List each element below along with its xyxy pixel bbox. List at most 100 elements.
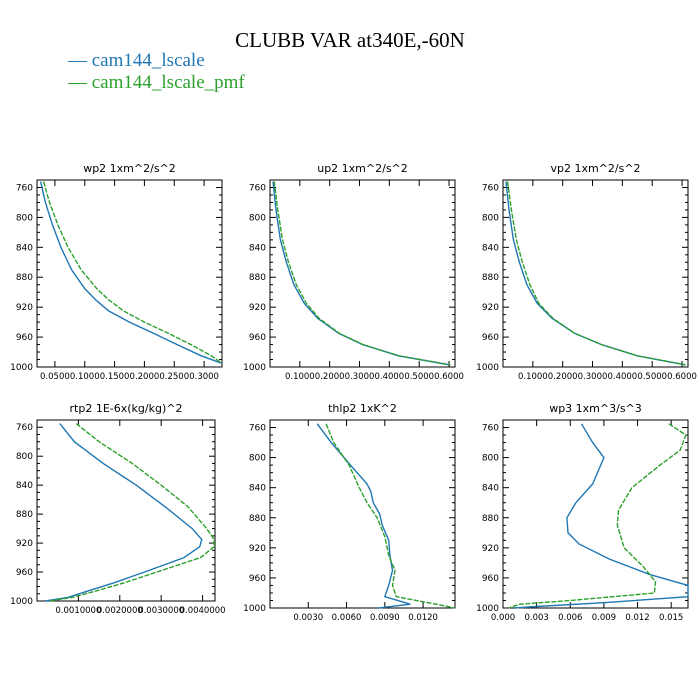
x-tick-label: 0.0030000 <box>138 606 184 616</box>
chart-panel-4: rtp2 1E-6x(kg/kg)^2 760 800 840 880 920 960 100… <box>10 402 225 616</box>
x-tick-label: 0.015 <box>659 613 683 623</box>
legend-label: cam144_lscale_pmf <box>91 72 245 93</box>
y-tick-label: 960 <box>16 568 33 578</box>
y-tick-label: 760 <box>249 424 266 434</box>
y-tick-label: 760 <box>482 424 499 434</box>
x-tick-label: 0.6000 <box>434 372 464 382</box>
x-tick-label: 0.5000 <box>404 372 434 382</box>
series-line-lscale-pmf <box>506 181 686 366</box>
y-tick-label: 880 <box>16 273 33 283</box>
panel-title: rtp2 1E-6x(kg/kg)^2 <box>70 402 183 415</box>
x-tick-label: 0.3000 <box>345 372 375 382</box>
panel-title: vp2 1xm^2/s^2 <box>550 162 640 175</box>
panel-title: wp3 1xm^3/s^3 <box>549 402 642 415</box>
y-tick-label: 880 <box>16 510 33 520</box>
x-tick-label: 0.1500 <box>100 372 130 382</box>
y-tick-label: 960 <box>482 333 499 343</box>
y-tick-label: 920 <box>249 544 266 554</box>
x-tick-label: 0.0120 <box>408 613 438 623</box>
y-tick-label: 800 <box>249 454 266 464</box>
x-tick-label: 0.000 <box>491 613 515 623</box>
y-tick-label: 960 <box>249 574 266 584</box>
x-tick-label: 0.4000 <box>374 372 404 382</box>
y-tick-label: 1000 <box>10 597 33 607</box>
plot-frame <box>36 419 216 602</box>
y-tick-label: 1000 <box>476 604 499 614</box>
series-line-lscale-pmf <box>325 423 456 609</box>
x-tick-label: 0.2500 <box>159 372 189 382</box>
y-tick-label: 960 <box>482 574 499 584</box>
x-tick-label: 0.0060 <box>332 613 362 623</box>
y-tick-label: 760 <box>16 423 33 433</box>
y-tick-label: 840 <box>482 243 499 253</box>
legend-item-lscale: — cam144_lscale <box>68 50 205 72</box>
y-tick-label: 800 <box>16 213 33 223</box>
x-tick-label: 0.0500 <box>40 372 70 382</box>
y-tick-label: 960 <box>16 333 33 343</box>
series-line-lscale-pmf <box>42 181 223 364</box>
y-tick-label: 880 <box>249 514 266 524</box>
series-line-lscale <box>514 423 689 609</box>
x-tick-label: 0.1000 <box>70 372 100 382</box>
y-tick-label: 840 <box>482 484 499 494</box>
panel-title: thlp2 1xK^2 <box>328 402 397 415</box>
y-tick-label: 760 <box>16 183 33 193</box>
plot-frame <box>36 179 223 368</box>
x-tick-label: 0.6000 <box>667 372 697 382</box>
y-tick-label: 840 <box>16 481 33 491</box>
x-tick-label: 0.2000 <box>315 372 345 382</box>
y-tick-label: 1000 <box>476 363 499 373</box>
y-tick-label: 920 <box>482 303 499 313</box>
y-tick-label: 1000 <box>243 604 266 614</box>
legend-item-pmf: — cam144_lscale_pmf <box>68 72 245 94</box>
x-tick-label: 0.009 <box>592 613 616 623</box>
y-tick-label: 920 <box>482 544 499 554</box>
plot-frame <box>502 179 689 368</box>
chart-panel-6: wp3 1xm^3/s^3 760 800 840 880 920 960 10000.000… <box>476 402 689 623</box>
y-tick-label: 840 <box>249 484 266 494</box>
x-tick-label: 0.3000 <box>189 372 219 382</box>
x-tick-label: 0.5000 <box>637 372 667 382</box>
x-tick-label: 0.0090 <box>370 613 400 623</box>
y-tick-label: 760 <box>249 183 266 193</box>
x-tick-label: 0.2000 <box>548 372 578 382</box>
series-line-lscale <box>316 423 411 609</box>
x-tick-label: 0.0010000 <box>55 606 101 616</box>
y-tick-label: 840 <box>16 243 33 253</box>
x-tick-label: 0.2000 <box>130 372 160 382</box>
y-tick-label: 920 <box>16 539 33 549</box>
x-tick-label: 0.0030 <box>293 613 323 623</box>
y-tick-label: 800 <box>482 213 499 223</box>
y-tick-label: 880 <box>249 273 266 283</box>
plot-frame <box>502 419 689 609</box>
x-tick-label: 0.1000 <box>285 372 315 382</box>
legend-label: cam144_lscale <box>91 50 205 71</box>
figure-title: CLUBB VAR at340E,-60N <box>235 28 465 52</box>
legend-line-icon: — <box>68 72 92 93</box>
chart-panel-2: up2 1xm^2/s^2 760 800 840 880 920 960 1000 0.100… <box>243 162 464 382</box>
series-line-lscale-pmf <box>273 181 451 366</box>
panel-title: up2 1xm^2/s^2 <box>317 162 408 175</box>
x-tick-label: 0.012 <box>625 613 649 623</box>
y-tick-label: 920 <box>16 303 33 313</box>
x-tick-label: 0.3000 <box>578 372 608 382</box>
chart-panel-1: wp2 1xm^2/s^2 760 800 840 880 920 960 1000 0.050… <box>10 162 223 382</box>
x-tick-label: 0.0040000 <box>180 606 226 616</box>
y-tick-label: 880 <box>482 514 499 524</box>
x-tick-label: 0.4000 <box>607 372 637 382</box>
y-tick-label: 800 <box>249 213 266 223</box>
panel-title: wp2 1xm^2/s^2 <box>83 162 176 175</box>
legend-line-icon: — <box>68 50 92 71</box>
x-tick-label: 0.1000 <box>518 372 548 382</box>
series-line-lscale-pmf <box>508 423 687 609</box>
y-tick-label: 1000 <box>10 363 33 373</box>
plot-frame <box>269 179 456 368</box>
x-tick-label: 0.0020000 <box>97 606 143 616</box>
series-line-lscale <box>272 181 450 366</box>
y-tick-label: 1000 <box>243 363 266 373</box>
plot-frame <box>269 419 456 609</box>
y-tick-label: 840 <box>249 243 266 253</box>
chart-panel-3: vp2 1xm^2/s^2 760 800 840 880 920 960 1000 0.100… <box>476 162 697 382</box>
